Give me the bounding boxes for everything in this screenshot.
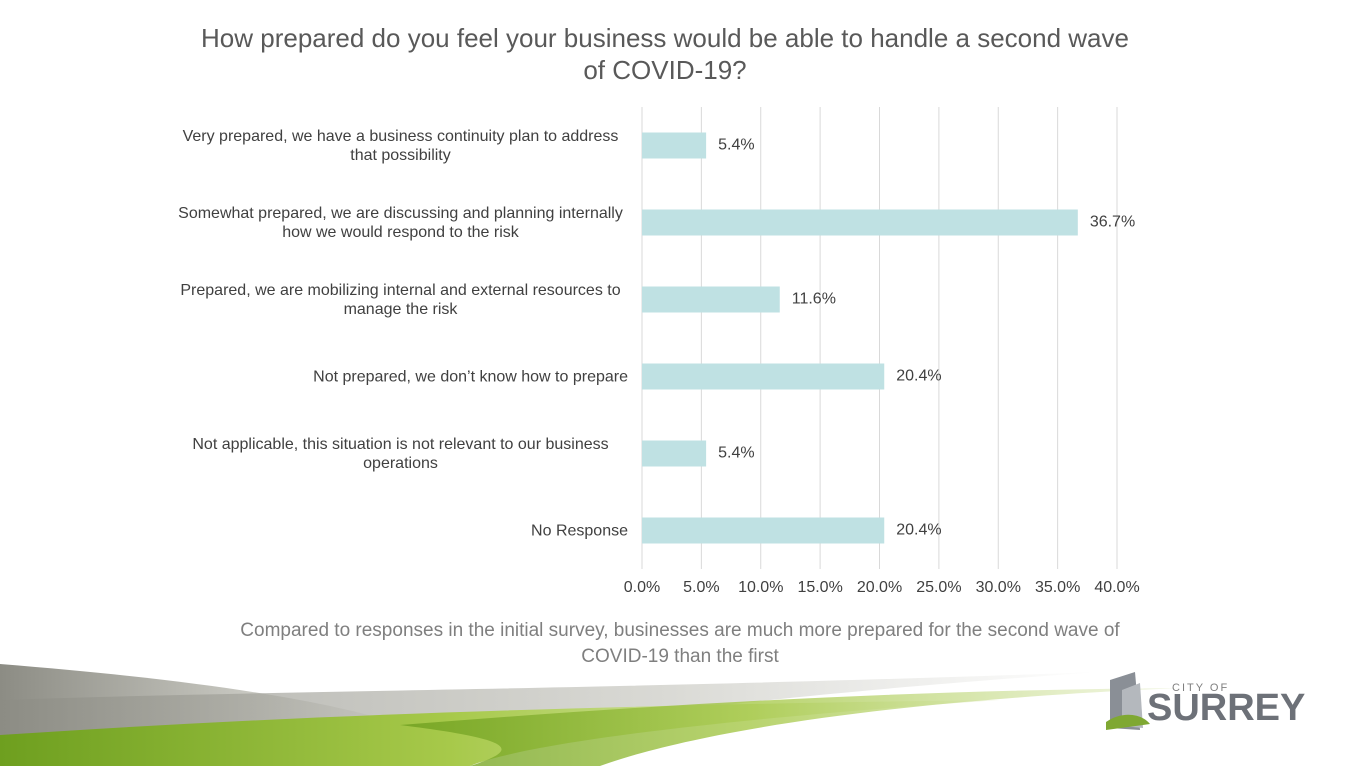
bar (642, 363, 885, 390)
bar (642, 517, 885, 544)
x-tick-label: 5.0% (683, 579, 719, 596)
y-tick-label: Not applicable, this situation is not re… (192, 435, 609, 472)
bar (642, 286, 780, 313)
y-tick-label: Not prepared, we don’t know how to prepa… (313, 368, 628, 385)
data-label: 20.4% (896, 368, 941, 385)
caption: Compared to responses in the initial sur… (240, 620, 1120, 667)
data-label: 20.4% (896, 522, 941, 539)
x-tick-label: 20.0% (857, 579, 902, 596)
y-tick-label: Prepared, we are mobilizing internal and… (180, 281, 621, 318)
logo-name: SURREY (1147, 687, 1305, 729)
data-label: 5.4% (718, 137, 754, 154)
logo-small: CITY OF (1172, 682, 1229, 694)
data-label: 5.4% (718, 445, 754, 462)
chart-title: How prepared do you feel your business w… (201, 23, 1129, 85)
data-label: 36.7% (1090, 214, 1135, 231)
bar (642, 209, 1078, 236)
x-tick-label: 0.0% (624, 579, 660, 596)
x-tick-label: 40.0% (1094, 579, 1139, 596)
y-tick-label: No Response (531, 522, 628, 539)
decoration (0, 664, 1180, 766)
bar (642, 440, 707, 467)
x-tick-label: 35.0% (1035, 579, 1080, 596)
y-tick-label: Very prepared, we have a business contin… (182, 127, 619, 164)
x-tick-label: 25.0% (916, 579, 961, 596)
x-tick-label: 10.0% (738, 579, 783, 596)
data-label: 11.6% (792, 291, 836, 308)
x-tick-label: 30.0% (976, 579, 1021, 596)
bar (642, 132, 707, 159)
x-tick-label: 15.0% (797, 579, 842, 596)
y-tick-label: Somewhat prepared, we are discussing and… (178, 204, 623, 241)
